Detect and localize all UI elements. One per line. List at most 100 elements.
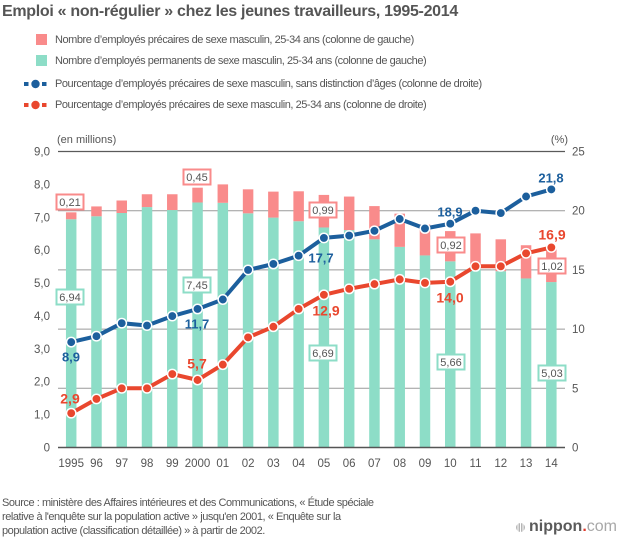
point-25-34-rate [545, 241, 557, 253]
point-25-34-rate [520, 247, 532, 259]
point-all-ages-rate [166, 310, 178, 322]
y-left-tick-label: 7,0 [34, 212, 50, 224]
y-left-tick-label: 2,0 [34, 377, 50, 389]
x-tick-label: 02 [242, 458, 255, 470]
legend-swatch-precarious [36, 34, 47, 45]
y-left-tick-label: 9,0 [34, 147, 50, 159]
value-label: 5,66 [440, 357, 461, 369]
value-label-frame [182, 276, 212, 294]
value-label-frame [436, 353, 466, 371]
point-25-34-rate [444, 276, 456, 288]
bar-precarious [65, 212, 77, 220]
x-tick-label: 03 [267, 458, 280, 470]
y-left-tick-label: 4,0 [34, 311, 50, 323]
x-tick-label: 1995 [58, 458, 84, 470]
x-tick-label: 12 [494, 458, 507, 470]
x-tick-label: 2000 [185, 458, 211, 470]
bar-precarious [192, 187, 203, 203]
bar-permanent [495, 271, 507, 448]
point-25-34-rate [192, 374, 204, 386]
legend-swatch-permanent [36, 55, 47, 66]
bars [65, 184, 557, 448]
value-label-box: 0,21 [55, 193, 85, 211]
point-25-34-rate [419, 277, 431, 289]
point-25-34-rate [141, 382, 153, 394]
bar-precarious [343, 196, 355, 231]
bar-precarious [167, 194, 178, 211]
legend-label: Nombre d’employés précaires de sexe masc… [55, 34, 414, 46]
point-all-ages-rate [267, 258, 279, 270]
x-tick-label: 08 [393, 458, 406, 470]
bar-precarious [495, 239, 507, 272]
point-all-ages-rate [545, 183, 557, 195]
x-tick-label: 07 [368, 458, 381, 470]
nippon-logo: nippon . com [516, 518, 617, 536]
point-25-34-rate [217, 359, 229, 371]
point-all-ages-rate [318, 232, 330, 244]
point-all-ages-rate [520, 191, 532, 202]
point-all-ages-rate [444, 218, 456, 230]
bar-precarious [419, 224, 431, 256]
bar-permanent [318, 227, 330, 448]
line-value-label: 8,9 [62, 350, 80, 365]
bar-permanent [343, 230, 355, 448]
value-label-box: 5,66 [436, 353, 466, 371]
value-label: 0,21 [59, 197, 80, 209]
line-value-label: 18,9 [437, 205, 462, 220]
annotations: 0,21 6,94 0,45 7,45 0,99 6,69 0,92 5,66 1,02 5,03… [55, 168, 567, 407]
x-tick-label: 13 [520, 458, 533, 470]
value-label-box: 0,99 [308, 201, 338, 219]
value-label-frame [182, 168, 212, 186]
legend-label: Pourcentage d’employés précaires de sexe… [55, 78, 482, 90]
x-tick-label: 97 [115, 458, 128, 470]
chart-title: Emploi « non-régulier » chez les jeunes … [2, 3, 458, 20]
y-left-tick-label: 0 [44, 443, 50, 455]
value-label-frame [537, 364, 567, 382]
x-tick-label: 04 [292, 458, 305, 470]
value-label: 1,02 [541, 261, 562, 273]
bar-precarious [293, 191, 304, 222]
point-25-34-rate [65, 407, 77, 419]
x-tick-label: 09 [419, 458, 432, 470]
source-note: Source : ministère des Affaires intérieu… [2, 496, 374, 538]
x-tick-label: 10 [444, 458, 457, 470]
bar-permanent [217, 202, 229, 448]
x-tick-label: 11 [470, 458, 482, 470]
point-all-ages-rate [368, 225, 380, 237]
bar-precarious [141, 194, 153, 208]
point-all-ages-rate [65, 336, 77, 348]
point-25-34-rate [166, 368, 178, 380]
line-value-label: 17,7 [308, 251, 333, 266]
value-label-frame [55, 288, 85, 306]
bar-permanent [116, 213, 127, 448]
y-right-tick-label: 15 [572, 265, 585, 277]
value-label-frame [55, 193, 85, 211]
value-label-frame [537, 257, 567, 275]
line-value-label: 11,7 [185, 317, 210, 332]
point-all-ages-rate [419, 223, 431, 234]
point-25-34-rate [116, 382, 128, 394]
value-label-frame [308, 201, 338, 219]
bar-precarious [470, 233, 481, 267]
y-left-tick-label: 3,0 [34, 344, 50, 356]
value-label-box: 7,45 [182, 276, 212, 294]
x-tick-label: 06 [343, 458, 356, 470]
value-label: 7,45 [186, 280, 207, 292]
point-25-34-rate [394, 273, 406, 285]
point-all-ages-rate [91, 330, 102, 342]
y-left-tick-label: 1,0 [34, 410, 50, 422]
point-all-ages-rate [116, 317, 128, 329]
value-label: 6,94 [59, 292, 80, 304]
striped-circle-icon [516, 522, 525, 532]
logo-dot: . [582, 518, 587, 535]
point-25-34-rate [293, 303, 305, 315]
point-all-ages-rate [343, 230, 355, 242]
value-label-box: 1,02 [537, 257, 567, 275]
y-right-tick-label: 20 [572, 206, 585, 218]
bar-permanent [520, 278, 532, 448]
point-all-ages-rate [242, 264, 254, 276]
x-tick-label: 01 [216, 458, 229, 470]
legend-item-permanent-count: Nombre d’employés permanents de sexe mas… [24, 54, 427, 68]
line-marker-icon [24, 98, 48, 112]
